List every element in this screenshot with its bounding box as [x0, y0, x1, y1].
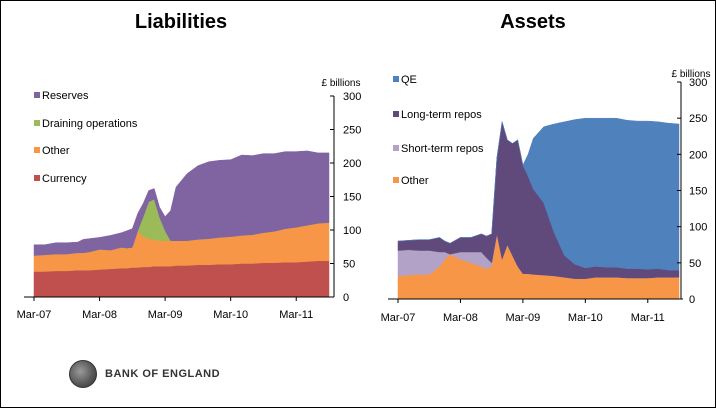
liabilities-legend-swatch-currency [34, 175, 40, 181]
assets-legend-label-long-term-repos: Long-term repos [401, 109, 482, 121]
liabilities-x-tick-label: Mar-08 [82, 309, 117, 321]
assets-legend-swatch-short-term-repos [393, 145, 399, 151]
liabilities-legend-swatch-other [34, 147, 40, 153]
liabilities-y-tick-label: 50 [343, 259, 355, 271]
assets-legend-label-qe: QE [401, 74, 417, 86]
liabilities-legend-label-currency: Currency [42, 173, 87, 185]
liabilities-y-tick-label: 100 [343, 225, 361, 237]
liabilities-x-tick-label: Mar-07 [17, 309, 52, 321]
assets-title: Assets [500, 11, 566, 33]
liabilities-y-tick-label: 250 [343, 125, 361, 137]
liabilities-title: Liabilities [134, 11, 228, 33]
liabilities-legend-swatch-draining-operations [34, 120, 40, 126]
assets-y-tick-label: 50 [689, 258, 701, 270]
assets-y-tick-label: 100 [689, 222, 707, 234]
assets-y-tick-label: 0 [689, 294, 695, 306]
liabilities-y-tick-label: 300 [343, 91, 361, 103]
assets-unit-label: £ billions [672, 69, 711, 80]
assets-y-tick-label: 200 [689, 149, 707, 161]
liabilities-x-tick-label: Mar-11 [279, 309, 313, 321]
liabilities-legend-label-reserves: Reserves [42, 90, 89, 102]
assets-x-tick-label: Mar-10 [568, 312, 603, 324]
assets-area-qe [397, 117, 680, 271]
liabilities-y-tick-label: 0 [343, 292, 349, 304]
bank-seal-icon [69, 360, 97, 388]
bank-of-england-logo: BANK OF ENGLAND [69, 360, 220, 388]
assets-legend-swatch-qe [393, 76, 399, 82]
liabilities-x-tick-label: Mar-09 [148, 309, 183, 321]
assets-legend-swatch-other [393, 177, 399, 183]
liabilities-legend-label-other: Other [42, 145, 70, 157]
assets-y-tick-label: 300 [689, 77, 707, 89]
liabilities-legend-label-draining-operations: Draining operations [42, 118, 138, 130]
assets-x-tick-label: Mar-09 [505, 312, 540, 324]
assets-legend-swatch-long-term-repos [393, 111, 399, 117]
assets-legend-label-short-term-repos: Short-term repos [401, 143, 484, 155]
assets-x-tick-label: Mar-07 [381, 312, 416, 324]
liabilities-legend-swatch-reserves [34, 92, 40, 98]
assets-x-tick-label: Mar-11 [631, 312, 665, 324]
liabilities-y-tick-label: 200 [343, 158, 361, 170]
assets-y-tick-label: 150 [689, 186, 707, 198]
assets-y-tick-label: 250 [689, 113, 707, 125]
assets-x-tick-label: Mar-08 [443, 312, 478, 324]
liabilities-x-tick-label: Mar-10 [213, 309, 248, 321]
logo-text: BANK OF ENGLAND [105, 368, 221, 380]
liabilities-y-tick-label: 150 [343, 192, 361, 204]
liabilities-unit-label: £ billions [322, 78, 361, 89]
liabilities-area-reserves [33, 150, 330, 256]
assets-legend-label-other: Other [401, 175, 429, 187]
